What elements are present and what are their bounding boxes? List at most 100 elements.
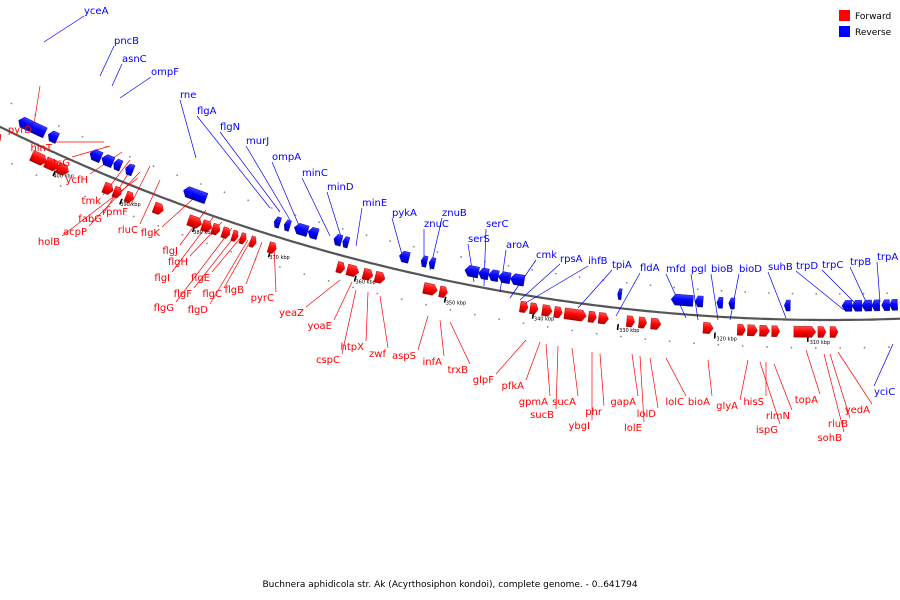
gene-label: ptsG <box>47 158 70 169</box>
tick-dot <box>717 343 720 346</box>
gene-label: pyrD <box>8 125 32 136</box>
leader-line <box>175 227 233 303</box>
leader-line <box>495 339 527 375</box>
tick-dot <box>365 234 368 237</box>
tick-dot <box>522 322 525 325</box>
leader-line <box>119 76 152 99</box>
gene-label: flgF <box>174 289 193 300</box>
leader-line <box>379 295 389 349</box>
tick-dot <box>668 340 671 343</box>
tick-mark <box>52 170 57 177</box>
tick-dot <box>578 276 581 278</box>
leader-line <box>209 239 249 305</box>
tick-dot <box>128 155 131 158</box>
tick-dot <box>400 298 403 301</box>
leader-line <box>449 321 471 365</box>
tick-dot <box>57 125 60 127</box>
gene-label: sucB <box>530 410 554 421</box>
leader-line <box>829 353 851 419</box>
gene-label: fldA <box>640 263 660 274</box>
leader-line <box>161 197 195 228</box>
gene-label: gpmA <box>519 397 548 408</box>
gene-label: minD <box>327 182 354 193</box>
tick-dot <box>473 313 476 316</box>
gene-label: ispG <box>756 425 778 436</box>
tick-dot <box>741 345 744 347</box>
leader-line <box>499 249 507 293</box>
tick-dot <box>673 286 676 289</box>
map-caption: Buchnera aphidicola str. Ak (Acyrthosiph… <box>262 580 637 590</box>
leader-line <box>341 289 357 355</box>
forward-gene-box <box>817 326 827 338</box>
reverse-gene-box <box>488 269 500 282</box>
tick-dot <box>887 346 890 348</box>
tick-dot <box>460 256 463 258</box>
gene-label: lolD <box>637 409 657 420</box>
gene-label: aspS <box>392 351 416 362</box>
gene-label: flgC <box>202 289 222 300</box>
tick-dot <box>389 240 392 242</box>
tick-dot <box>571 329 574 332</box>
tick-dot <box>205 242 208 245</box>
gene-label: rpmF <box>102 207 128 218</box>
leader-line <box>876 261 881 303</box>
leader-line <box>271 161 301 229</box>
forward-gene-box <box>55 161 69 176</box>
forward-gene-box <box>541 304 553 317</box>
legend-swatch-reverse <box>839 26 850 37</box>
reverse-gene-box <box>125 163 136 177</box>
tick-dot <box>649 284 652 287</box>
gene-label: gapA <box>610 397 636 408</box>
reverse-gene-box <box>510 273 526 287</box>
tick-dot <box>11 162 13 165</box>
reverse-gene-box <box>101 154 116 169</box>
gene-label: znuC <box>424 219 449 230</box>
gene-label: serC <box>486 219 508 230</box>
gene-label: rlmN <box>766 411 790 422</box>
tick-dot <box>157 224 160 227</box>
forward-gene-box <box>123 190 134 204</box>
tick-dot <box>531 269 534 271</box>
forward-gene-box <box>759 325 770 337</box>
tick-dot <box>223 191 226 194</box>
leader-line <box>805 349 821 395</box>
gene-label: pncB <box>114 36 139 47</box>
tick-dot <box>152 165 155 168</box>
tick-dot <box>886 292 889 295</box>
reverse-gene-box <box>851 300 863 312</box>
tick-label: 310 kbp <box>810 340 830 346</box>
leader-line <box>823 353 845 433</box>
tick-dot <box>132 215 135 218</box>
leader-line <box>639 355 645 423</box>
gene-label: trxB <box>447 365 468 376</box>
gene-label: minC <box>302 168 328 179</box>
leader-line <box>690 273 699 321</box>
tick-dot <box>815 293 818 295</box>
forward-gene-box <box>702 322 714 334</box>
gene-label: asnC <box>122 54 147 65</box>
gene-label: glpF <box>473 375 494 386</box>
leader-line <box>707 359 713 397</box>
gene-label: serS <box>468 234 490 245</box>
forward-gene-box <box>43 156 59 172</box>
reverse-gene-box <box>694 295 704 308</box>
tick-dot <box>181 233 184 236</box>
tick-dot <box>303 273 306 276</box>
forward-gene-box <box>771 325 780 337</box>
tick-dot <box>838 293 841 295</box>
tick-dot <box>35 174 38 177</box>
gene-label: ompA <box>272 152 301 163</box>
forward-gene-box <box>101 181 114 195</box>
reverse-gene-box <box>728 297 736 310</box>
gene-label: pyrC <box>251 293 274 304</box>
gene-label: flgE <box>191 273 210 284</box>
tick-label: 340 kbp <box>534 317 554 323</box>
reverse-gene-box <box>784 299 791 312</box>
leader-line <box>196 115 271 209</box>
gene-label: flgN <box>220 122 240 133</box>
gene-label: sucA <box>552 397 576 408</box>
tick-dot <box>318 221 321 224</box>
reverse-gene-box <box>498 271 512 285</box>
forward-gene-box <box>625 315 635 328</box>
